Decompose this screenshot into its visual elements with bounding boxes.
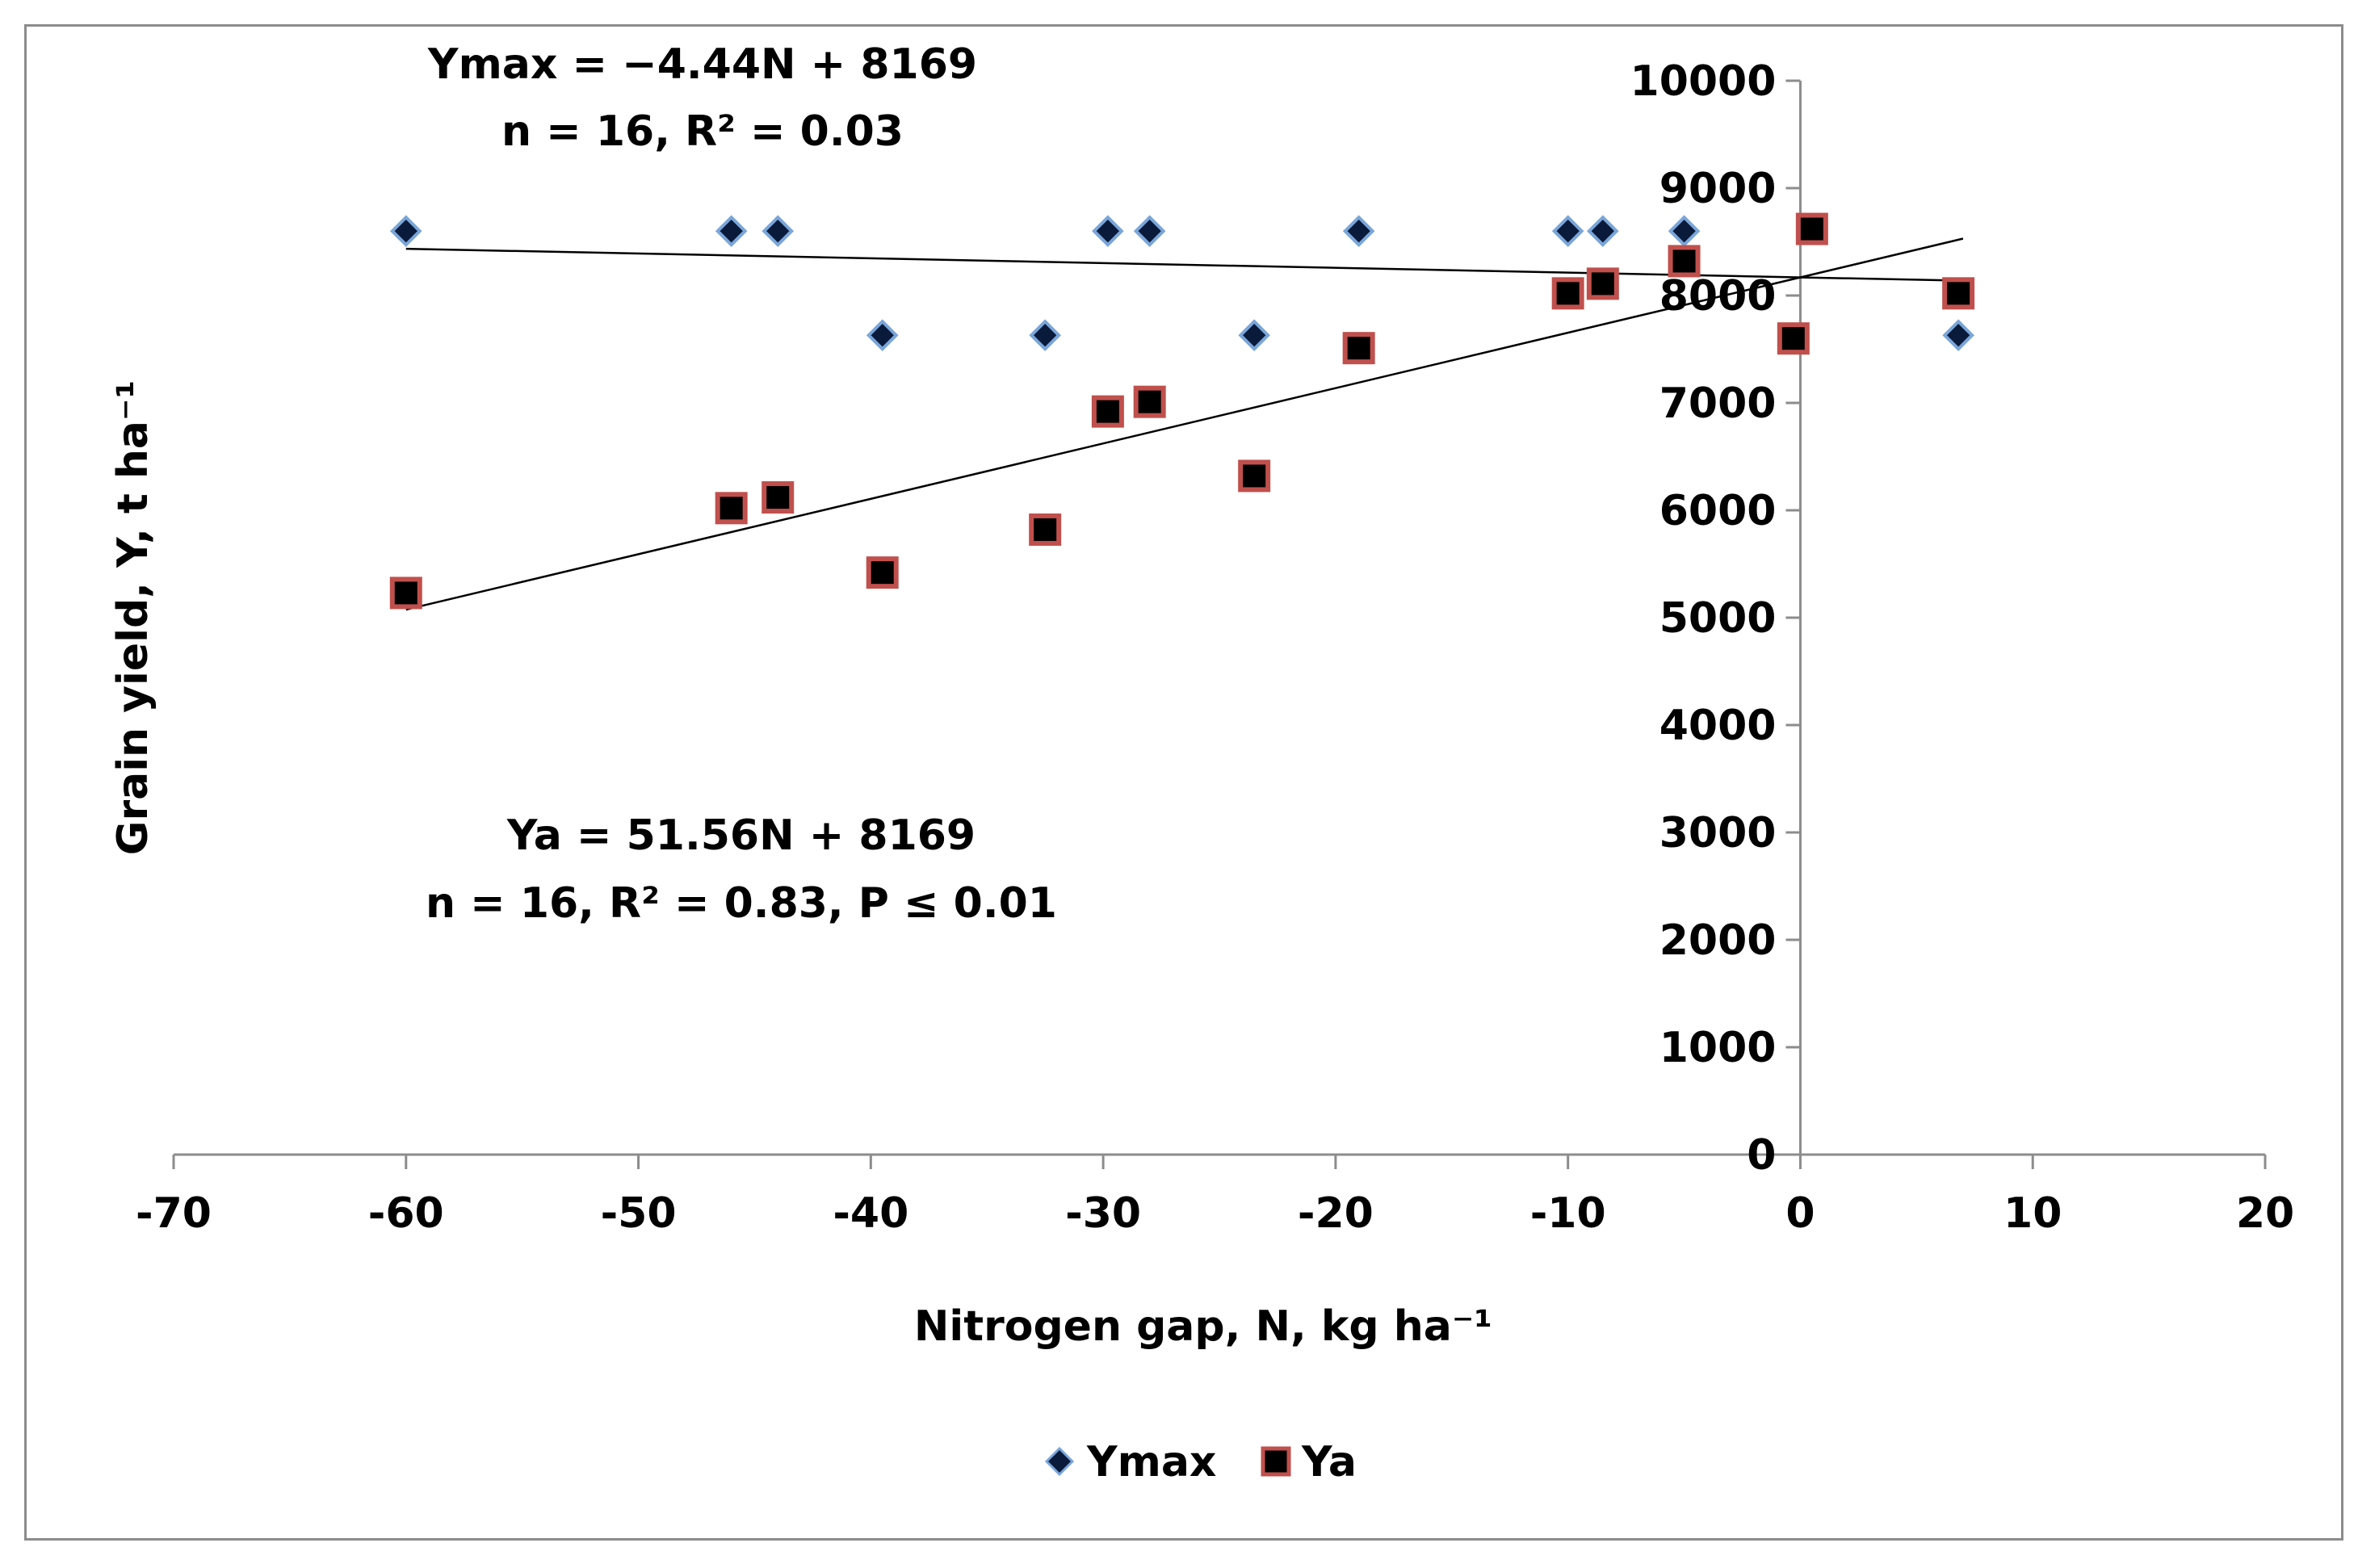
x-axis-title: Nitrogen gap, N, kg ha⁻¹: [914, 1302, 1492, 1351]
x-tick-label: -30: [1065, 1189, 1141, 1238]
ymax-point: [1342, 215, 1375, 248]
ya-point: [1133, 385, 1166, 418]
legend-ymax-diamond-icon: [1044, 1446, 1075, 1477]
ya-point: [1942, 277, 1975, 310]
x-tick-label: -50: [601, 1189, 677, 1238]
trendline-ya: [405, 237, 1964, 611]
ymax-point: [1668, 215, 1701, 248]
ya-point: [715, 492, 748, 525]
x-tick-label: 20: [2236, 1189, 2294, 1238]
y-tick-label: 9000: [1659, 165, 1777, 213]
y-tick-label: 1000: [1659, 1024, 1777, 1072]
x-tick-label: -60: [368, 1189, 444, 1238]
x-tick-label: -10: [1530, 1189, 1606, 1238]
y-tick-label: 6000: [1659, 487, 1777, 535]
trendline-ymax: [405, 247, 1963, 282]
ya-point: [1668, 245, 1701, 278]
y-tick-label: 10000: [1630, 57, 1777, 106]
y-tick-label: 5000: [1659, 594, 1777, 643]
ya-point: [1795, 212, 1828, 245]
ya-stats: n = 16, R² = 0.83, P ≤ 0.01: [426, 879, 1057, 928]
ymax-point: [1587, 215, 1619, 248]
ya-point: [1091, 395, 1124, 428]
x-tick-label: 0: [1785, 1189, 1815, 1238]
legend-ya-square-icon: [1261, 1446, 1291, 1477]
ya-point: [1238, 459, 1271, 493]
ymax-point: [1551, 215, 1584, 248]
ya-point: [1342, 332, 1375, 365]
ya-point: [762, 481, 795, 514]
ymax-point: [1133, 215, 1166, 248]
x-tick-label: 10: [2003, 1189, 2062, 1238]
ymax-point: [389, 215, 422, 248]
ya-point: [1586, 267, 1619, 300]
legend-ya-label: Ya: [1301, 1438, 1357, 1486]
trendlines-layer: [405, 237, 1964, 611]
chart-frame: [24, 24, 2343, 1541]
ya-point: [389, 576, 422, 610]
x-tick-label: -20: [1298, 1189, 1374, 1238]
legend: Ymax Ya: [1044, 1438, 1357, 1486]
x-tick-label: -70: [136, 1189, 212, 1238]
axes-layer: -70 -60 -50 -40 -30 -20 -10 0 10 20 0 1000 2000 3000 4…: [136, 57, 2294, 1238]
x-tick-label: -40: [833, 1189, 908, 1238]
y-tick-label: 4000: [1659, 702, 1777, 750]
ymax-point: [715, 215, 748, 248]
ymax-stats: n = 16, R² = 0.03: [501, 107, 904, 156]
ymax-point: [1238, 319, 1270, 352]
ymax-point: [1942, 319, 1974, 352]
y-tick-label: 3000: [1659, 809, 1777, 857]
y-tick-label: 0: [1747, 1131, 1776, 1180]
y-axis-title: Grain yield, Y, t ha⁻¹: [109, 380, 157, 855]
ymax-point: [1092, 215, 1124, 248]
ya-point: [866, 556, 899, 589]
y-tick-label: 7000: [1659, 379, 1777, 428]
y-tick-label: 2000: [1659, 916, 1777, 965]
ymax-point: [762, 215, 795, 248]
legend-ymax-label: Ymax: [1086, 1438, 1216, 1486]
ya-point: [1029, 513, 1062, 546]
ya-equation: Ya = 51.56N + 8169: [506, 811, 976, 860]
ya-point: [1551, 277, 1584, 310]
ymax-point: [866, 319, 899, 352]
ya-point: [1777, 322, 1810, 355]
ymax-point: [1029, 319, 1061, 352]
ymax-equation: Ymax = −4.44N + 8169: [427, 40, 977, 89]
points-layer: [389, 212, 1975, 610]
